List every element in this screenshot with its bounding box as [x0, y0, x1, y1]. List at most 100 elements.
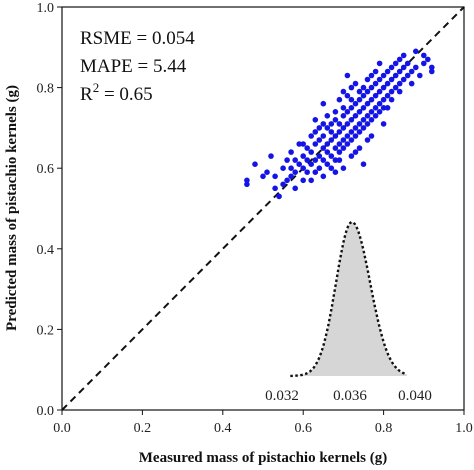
x-tick-label: 1.0 [455, 421, 473, 436]
data-point [360, 125, 367, 131]
x-tick-label: 0.4 [214, 421, 232, 436]
y-tick-label: 0.0 [37, 404, 55, 419]
y-tick-label: 0.2 [37, 323, 55, 338]
data-point [316, 137, 323, 143]
data-point [288, 165, 294, 171]
data-point [280, 181, 286, 188]
data-point [364, 100, 371, 107]
data-point [272, 185, 278, 192]
data-point [352, 100, 359, 107]
data-point [360, 105, 367, 111]
hist-tick-2: 0.040 [398, 388, 432, 404]
data-point [360, 92, 367, 99]
data-point [328, 137, 335, 143]
data-point [300, 165, 307, 171]
data-point [336, 129, 343, 135]
data-point [348, 137, 355, 143]
histogram-density-curve [290, 220, 408, 378]
data-point [360, 117, 367, 123]
data-point [340, 137, 347, 143]
data-point [364, 113, 371, 119]
data-point [364, 76, 371, 83]
y-tick-label: 0.6 [37, 162, 55, 177]
data-point [352, 113, 359, 119]
data-point [400, 64, 407, 71]
data-point [260, 173, 266, 180]
data-point [344, 109, 351, 115]
data-point [300, 177, 307, 184]
data-point [408, 68, 415, 75]
data-point [368, 117, 375, 123]
data-point [348, 153, 355, 159]
data-point [360, 161, 367, 167]
data-point [272, 173, 278, 180]
x-tick-label: 0.6 [294, 421, 312, 436]
data-point [332, 109, 339, 115]
data-point [352, 80, 359, 87]
data-point [356, 145, 363, 151]
data-point [300, 153, 307, 159]
data-point [388, 88, 395, 95]
data-point [264, 169, 270, 175]
data-point [372, 92, 379, 99]
data-point [368, 96, 375, 103]
data-point [324, 141, 331, 147]
data-point [380, 96, 387, 103]
data-point [348, 129, 355, 135]
data-point [372, 68, 379, 75]
data-point [404, 60, 411, 67]
data-point [296, 141, 303, 147]
data-point [308, 161, 315, 167]
data-point [376, 88, 383, 95]
data-point [384, 92, 391, 99]
data-point [364, 137, 371, 143]
data-point [340, 125, 347, 131]
data-point [388, 64, 395, 71]
data-point [320, 145, 327, 151]
data-point [344, 133, 351, 139]
data-point [413, 48, 419, 55]
r2-prefix: R [80, 84, 93, 105]
data-point [332, 157, 339, 163]
data-point [348, 105, 355, 111]
data-point [352, 125, 359, 131]
data-point [392, 60, 399, 67]
data-point [417, 72, 423, 79]
scatter-points [244, 48, 435, 200]
data-point [304, 157, 311, 163]
data-point [380, 105, 387, 111]
x-tick-label: 0.0 [53, 421, 71, 436]
data-point [388, 76, 395, 83]
data-point [252, 161, 258, 167]
data-point [429, 64, 435, 71]
data-point [380, 72, 387, 79]
data-point [292, 169, 299, 175]
data-point [368, 133, 375, 139]
y-tick-label: 0.4 [37, 243, 55, 258]
data-point [328, 129, 335, 135]
data-point [380, 84, 387, 91]
data-point [380, 121, 387, 127]
data-point [352, 149, 359, 155]
data-point [288, 149, 294, 155]
rsme-label: RSME = 0.054 [80, 28, 195, 49]
data-point [284, 157, 290, 163]
data-point [376, 76, 383, 83]
data-point [344, 72, 351, 79]
data-point [284, 177, 290, 184]
data-point [376, 60, 383, 67]
y-axis-title: Predicted mass of pistachio kernels (g) [4, 85, 20, 331]
data-point [332, 133, 339, 139]
data-point [320, 100, 327, 107]
data-point [328, 165, 335, 171]
data-point [421, 52, 427, 59]
data-point [396, 68, 403, 75]
data-point [308, 149, 315, 155]
y-axis-ticks: 0.0 0.2 0.4 0.6 0.8 1.0 [37, 1, 62, 419]
data-point [396, 56, 403, 63]
data-point [384, 68, 391, 75]
data-point [429, 68, 435, 75]
y-tick-label: 1.0 [37, 1, 55, 16]
data-point [372, 113, 379, 119]
data-point [425, 56, 431, 63]
